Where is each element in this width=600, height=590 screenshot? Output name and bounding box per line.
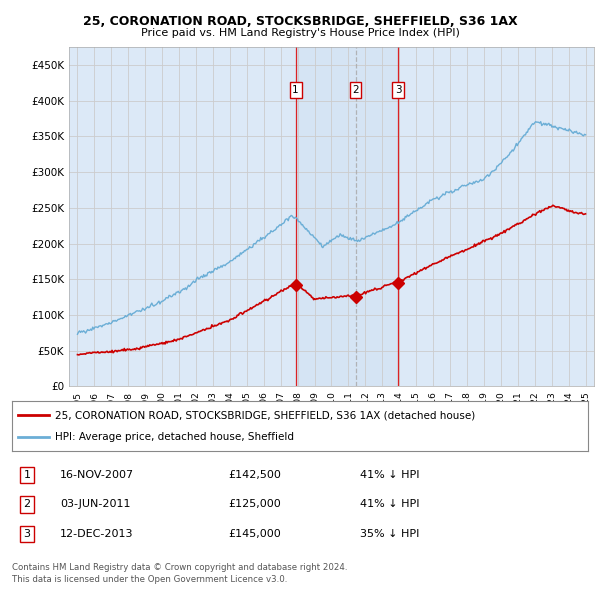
Text: Contains HM Land Registry data © Crown copyright and database right 2024.: Contains HM Land Registry data © Crown c…	[12, 563, 347, 572]
Text: 16-NOV-2007: 16-NOV-2007	[60, 470, 134, 480]
Text: 25, CORONATION ROAD, STOCKSBRIDGE, SHEFFIELD, S36 1AX (detached house): 25, CORONATION ROAD, STOCKSBRIDGE, SHEFF…	[55, 410, 475, 420]
Text: 35% ↓ HPI: 35% ↓ HPI	[360, 529, 419, 539]
Text: 03-JUN-2011: 03-JUN-2011	[60, 500, 131, 509]
Text: 3: 3	[395, 85, 402, 95]
Text: Price paid vs. HM Land Registry's House Price Index (HPI): Price paid vs. HM Land Registry's House …	[140, 28, 460, 38]
Text: HPI: Average price, detached house, Sheffield: HPI: Average price, detached house, Shef…	[55, 432, 294, 442]
Text: 41% ↓ HPI: 41% ↓ HPI	[360, 500, 419, 509]
Text: 12-DEC-2013: 12-DEC-2013	[60, 529, 133, 539]
Text: 2: 2	[352, 85, 359, 95]
Text: 1: 1	[292, 85, 299, 95]
Text: 25, CORONATION ROAD, STOCKSBRIDGE, SHEFFIELD, S36 1AX: 25, CORONATION ROAD, STOCKSBRIDGE, SHEFF…	[83, 15, 517, 28]
Text: 2: 2	[23, 500, 31, 509]
Text: This data is licensed under the Open Government Licence v3.0.: This data is licensed under the Open Gov…	[12, 575, 287, 584]
Text: 41% ↓ HPI: 41% ↓ HPI	[360, 470, 419, 480]
Text: £142,500: £142,500	[228, 470, 281, 480]
Bar	[296, 47, 398, 386]
Text: £145,000: £145,000	[228, 529, 281, 539]
Text: 3: 3	[23, 529, 31, 539]
Text: £125,000: £125,000	[228, 500, 281, 509]
Text: 1: 1	[23, 470, 31, 480]
